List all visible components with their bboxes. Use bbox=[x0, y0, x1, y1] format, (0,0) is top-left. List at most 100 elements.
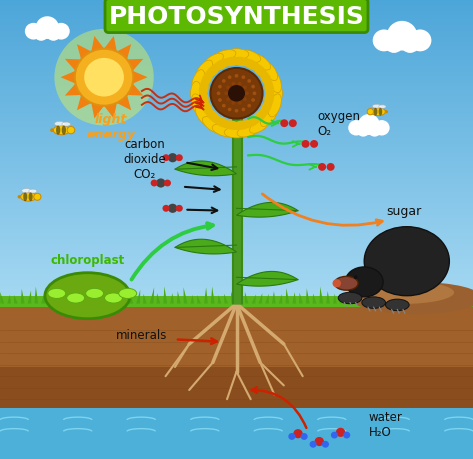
Ellipse shape bbox=[29, 190, 37, 194]
Polygon shape bbox=[245, 295, 249, 304]
Circle shape bbox=[67, 127, 75, 134]
Circle shape bbox=[238, 102, 242, 106]
Ellipse shape bbox=[345, 267, 383, 297]
Ellipse shape bbox=[252, 109, 268, 124]
Circle shape bbox=[301, 433, 308, 440]
Ellipse shape bbox=[271, 82, 282, 106]
Text: light
energy: light energy bbox=[87, 112, 136, 140]
Polygon shape bbox=[191, 288, 194, 304]
Circle shape bbox=[385, 35, 403, 54]
Polygon shape bbox=[346, 291, 350, 304]
Ellipse shape bbox=[374, 108, 377, 116]
Circle shape bbox=[50, 129, 54, 133]
Ellipse shape bbox=[199, 79, 209, 99]
Circle shape bbox=[163, 155, 170, 162]
Polygon shape bbox=[89, 288, 93, 304]
Polygon shape bbox=[401, 288, 405, 304]
Circle shape bbox=[315, 437, 324, 446]
FancyBboxPatch shape bbox=[105, 0, 368, 34]
Polygon shape bbox=[264, 293, 269, 304]
Polygon shape bbox=[455, 293, 460, 304]
Circle shape bbox=[302, 140, 310, 149]
Ellipse shape bbox=[22, 189, 32, 193]
Circle shape bbox=[218, 85, 222, 89]
Polygon shape bbox=[394, 295, 398, 304]
Ellipse shape bbox=[224, 128, 249, 139]
Ellipse shape bbox=[261, 61, 278, 81]
Polygon shape bbox=[77, 96, 91, 111]
Ellipse shape bbox=[28, 193, 33, 202]
Polygon shape bbox=[360, 287, 364, 304]
Ellipse shape bbox=[62, 123, 70, 127]
Circle shape bbox=[368, 124, 381, 137]
Polygon shape bbox=[127, 60, 143, 72]
Ellipse shape bbox=[48, 289, 66, 299]
Polygon shape bbox=[468, 291, 473, 304]
Text: water
H₂O: water H₂O bbox=[369, 411, 403, 438]
Polygon shape bbox=[65, 60, 81, 72]
Polygon shape bbox=[299, 292, 303, 304]
Circle shape bbox=[387, 22, 417, 51]
Bar bbox=[0, 409, 473, 459]
Polygon shape bbox=[61, 286, 65, 304]
Ellipse shape bbox=[201, 71, 213, 88]
Ellipse shape bbox=[212, 125, 236, 138]
Polygon shape bbox=[380, 290, 384, 304]
Polygon shape bbox=[340, 295, 343, 304]
Ellipse shape bbox=[195, 61, 212, 81]
Polygon shape bbox=[136, 287, 140, 304]
Polygon shape bbox=[104, 104, 117, 119]
Polygon shape bbox=[203, 291, 208, 304]
Circle shape bbox=[326, 163, 335, 171]
Circle shape bbox=[374, 121, 390, 136]
Polygon shape bbox=[197, 293, 201, 304]
Ellipse shape bbox=[264, 90, 274, 109]
Text: carbon
dioxide
CO₂: carbon dioxide CO₂ bbox=[123, 138, 166, 180]
Circle shape bbox=[176, 205, 183, 212]
Circle shape bbox=[231, 83, 235, 86]
Circle shape bbox=[401, 35, 420, 54]
Circle shape bbox=[53, 24, 70, 40]
Polygon shape bbox=[421, 293, 425, 304]
Circle shape bbox=[251, 85, 255, 89]
Polygon shape bbox=[286, 287, 290, 304]
Polygon shape bbox=[313, 295, 316, 304]
Polygon shape bbox=[48, 287, 52, 304]
Ellipse shape bbox=[260, 100, 272, 118]
Ellipse shape bbox=[212, 117, 230, 129]
Polygon shape bbox=[127, 84, 143, 96]
Ellipse shape bbox=[350, 281, 454, 304]
Ellipse shape bbox=[61, 126, 66, 135]
Circle shape bbox=[409, 30, 431, 52]
Circle shape bbox=[310, 140, 318, 149]
Ellipse shape bbox=[364, 227, 449, 296]
Polygon shape bbox=[75, 289, 79, 304]
Ellipse shape bbox=[232, 121, 252, 131]
Bar bbox=[0, 296, 473, 308]
Text: oxygen
O₂: oxygen O₂ bbox=[317, 110, 360, 138]
Polygon shape bbox=[175, 162, 236, 176]
Ellipse shape bbox=[232, 57, 252, 67]
Circle shape bbox=[354, 276, 358, 280]
Circle shape bbox=[25, 24, 42, 40]
Ellipse shape bbox=[54, 122, 65, 127]
Circle shape bbox=[243, 86, 247, 90]
Ellipse shape bbox=[221, 121, 241, 131]
Circle shape bbox=[217, 92, 220, 96]
Circle shape bbox=[54, 30, 154, 126]
Ellipse shape bbox=[205, 109, 221, 124]
Circle shape bbox=[253, 92, 256, 96]
Polygon shape bbox=[428, 289, 432, 304]
Polygon shape bbox=[91, 104, 104, 119]
Ellipse shape bbox=[338, 293, 362, 304]
Polygon shape bbox=[150, 291, 154, 304]
Polygon shape bbox=[326, 290, 330, 304]
Circle shape bbox=[34, 28, 49, 42]
Polygon shape bbox=[231, 289, 235, 304]
Bar bbox=[0, 367, 473, 409]
Polygon shape bbox=[96, 291, 100, 304]
Circle shape bbox=[231, 102, 235, 106]
Ellipse shape bbox=[268, 71, 281, 94]
Circle shape bbox=[150, 180, 158, 187]
Ellipse shape bbox=[212, 60, 230, 72]
